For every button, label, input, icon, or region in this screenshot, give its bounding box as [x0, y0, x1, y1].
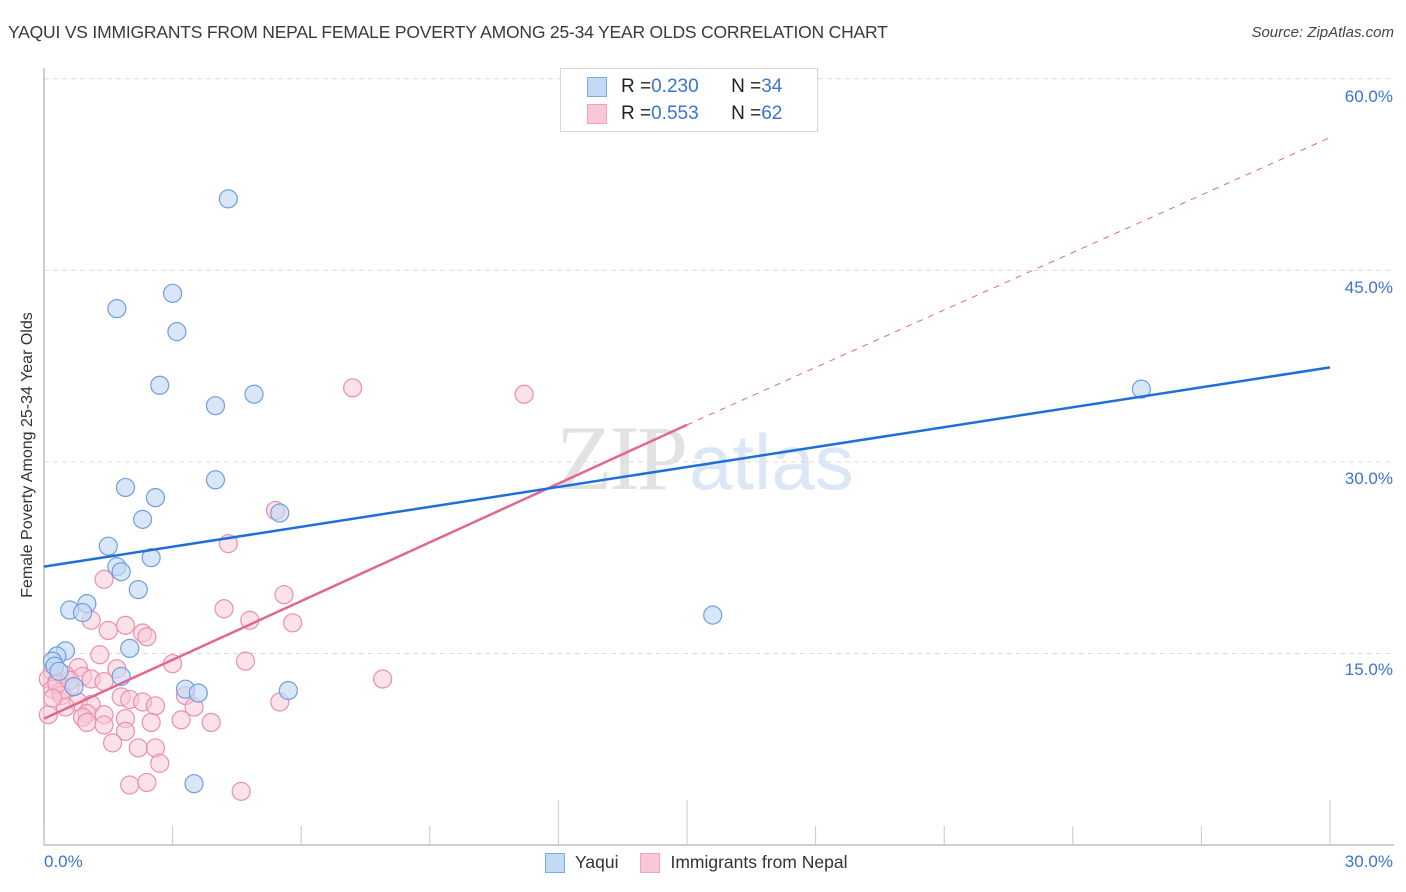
source-attribution: Source: ZipAtlas.com [1251, 24, 1394, 41]
y-axis-label: Female Poverty Among 25-34 Year Olds [19, 312, 36, 598]
nepal-trend-extension [686, 137, 1331, 426]
yaqui-r-value: 0.230 [651, 76, 699, 97]
yaqui-data-point [145, 488, 166, 508]
yaqui-trend-line [43, 366, 1331, 568]
legend-row-nepal: R = 0.553 N = 62 [587, 102, 782, 126]
yaqui-data-point [167, 322, 187, 342]
nepal-data-point [137, 627, 157, 647]
nepal-legend-icon [640, 852, 661, 873]
legend-item-nepal[interactable]: Immigrants from Nepal [640, 852, 847, 873]
nepal-data-point [343, 378, 363, 398]
nepal-data-point [98, 620, 118, 641]
nepal-data-point [145, 696, 166, 716]
nepal-data-point [128, 738, 148, 758]
yaqui-legend-icon [545, 852, 565, 873]
nepal-data-point [235, 651, 256, 671]
y-tick-30: 30.0% [1344, 469, 1393, 488]
yaqui-data-point [141, 548, 161, 568]
yaqui-data-point [128, 579, 148, 600]
correlation-legend: R = 0.230 N = 34 R = 0.553 N = 62 [560, 68, 818, 132]
yaqui-data-point [184, 774, 204, 794]
trend-lines [43, 137, 1331, 720]
nepal-data-point [214, 599, 234, 619]
yaqui-data-point [218, 189, 238, 209]
yaqui-data-point [107, 299, 127, 319]
yaqui-data-point [49, 661, 69, 681]
yaqui-data-point [278, 680, 298, 701]
nepal-data-point [514, 384, 534, 404]
nepal-n-value: 62 [761, 103, 783, 124]
y-tick-45: 45.0% [1344, 278, 1393, 297]
yaqui-data-point [120, 638, 140, 658]
nepal-data-point [115, 615, 136, 635]
chart-title: YAQUI VS IMMIGRANTS FROM NEPAL FEMALE PO… [8, 22, 888, 42]
yaqui-data-point [188, 683, 208, 703]
yaqui-n-value: 34 [761, 76, 783, 97]
nepal-data-point [115, 721, 136, 741]
y-tick-60: 60.0% [1344, 87, 1393, 106]
y-tick-15: 15.0% [1344, 660, 1393, 679]
yaqui-data-point [205, 396, 226, 416]
nepal-data-point [120, 775, 140, 795]
yaqui-swatch-icon [587, 77, 607, 97]
yaqui-data-point [270, 503, 290, 523]
nepal-data-point [373, 669, 393, 689]
yaqui-data-point [1131, 379, 1151, 399]
nepal-trend-line [43, 423, 688, 720]
series-legend: Yaqui Immigrants from Nepal [545, 852, 869, 873]
nepal-data-point [150, 753, 170, 773]
nepal-data-point [102, 733, 123, 753]
nepal-data-point [201, 712, 221, 733]
axes [43, 68, 1394, 846]
yaqui-data-point [98, 536, 118, 556]
legend-item-yaqui[interactable]: Yaqui [545, 852, 618, 873]
yaqui-data-point [111, 562, 131, 582]
yaqui-data-point [115, 477, 136, 498]
nepal-data-point [90, 645, 110, 665]
nepal-data-point [141, 712, 161, 733]
nepal-swatch-icon [587, 104, 607, 124]
gridlines [44, 78, 1394, 654]
yaqui-points [42, 189, 1151, 794]
nepal-data-point [274, 585, 294, 605]
yaqui-data-point [64, 677, 84, 697]
nepal-data-point [42, 688, 63, 708]
nepal-data-point [94, 715, 114, 735]
zipatlas-watermark: ZIPatlas [556, 407, 854, 509]
nepal-points [38, 378, 534, 801]
nepal-data-point [283, 613, 303, 633]
x-tick-0: 0.0% [44, 852, 83, 871]
x-tick-30: 30.0% [1344, 852, 1393, 871]
nepal-r-value: 0.553 [651, 103, 699, 124]
yaqui-data-point [703, 605, 723, 625]
yaqui-data-point [163, 283, 183, 303]
legend-row-yaqui: R = 0.230 N = 34 [587, 75, 782, 99]
yaqui-data-point [72, 602, 93, 623]
yaqui-data-point [244, 384, 264, 404]
nepal-data-point [94, 569, 114, 589]
nepal-data-point [231, 781, 251, 801]
nepal-data-point [171, 710, 191, 730]
nepal-data-point [137, 772, 157, 793]
yaqui-data-point [205, 470, 226, 490]
yaqui-data-point [132, 509, 153, 529]
nepal-data-point [77, 712, 97, 733]
yaqui-data-point [150, 375, 170, 395]
